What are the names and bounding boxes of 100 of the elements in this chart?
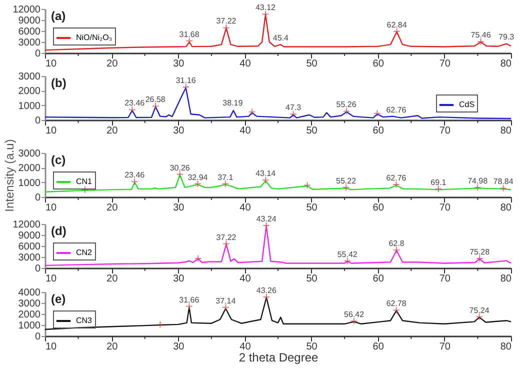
annotation: 30.26 bbox=[170, 163, 190, 172]
y-tick-label: 2000 bbox=[18, 86, 41, 98]
annotation: 23.46 bbox=[124, 98, 146, 108]
y-tick-label: 0 bbox=[34, 332, 41, 342]
annotation: 62.76 bbox=[386, 174, 407, 183]
x-tick-label: 20 bbox=[106, 126, 118, 136]
x-tick-label: 60 bbox=[372, 58, 384, 70]
legend-label: NiO/Ni₂O₃ bbox=[76, 32, 112, 42]
annotation: 23.46 bbox=[124, 170, 146, 180]
y-tick-label: 0 bbox=[34, 116, 41, 126]
annotation: 31.66 bbox=[179, 295, 200, 304]
y-tick-label: 12000 bbox=[12, 220, 41, 230]
y-tick-label: 1000 bbox=[18, 100, 41, 112]
x-tick-label: 30 bbox=[173, 342, 185, 352]
annotation: 55.22 bbox=[336, 176, 357, 186]
annotation: 62.84 bbox=[386, 20, 408, 30]
chart-title: (b) bbox=[51, 76, 66, 90]
x-tick-label: 70 bbox=[439, 342, 451, 352]
x-tick-label: 10 bbox=[46, 58, 58, 70]
x-tick-label: 50 bbox=[306, 342, 318, 352]
annotation: 32.94 bbox=[188, 172, 208, 182]
legend-label: CN3 bbox=[76, 316, 93, 325]
annotation: 56.42 bbox=[344, 310, 365, 320]
x-tick-label: 10 bbox=[46, 126, 58, 136]
x-tick-label: 80 bbox=[500, 58, 512, 70]
annotation: 37.22 bbox=[216, 16, 237, 26]
x-tick-label: 70 bbox=[439, 202, 451, 214]
x-tick-label: 40 bbox=[240, 202, 252, 214]
x-tick-label: 80 bbox=[500, 126, 512, 136]
x-tick-label: 80 bbox=[500, 274, 512, 284]
x-tick-label: 70 bbox=[439, 58, 451, 70]
annotation: 38.19 bbox=[222, 98, 244, 108]
annotation: 75.46 bbox=[470, 30, 492, 40]
annotation: 37.1 bbox=[218, 172, 234, 182]
annotation: 62.8 bbox=[388, 239, 405, 248]
legend-label: CN2 bbox=[76, 248, 93, 257]
x-tick-label: 80 bbox=[500, 342, 512, 352]
x-tick-label: 20 bbox=[106, 202, 118, 214]
x-tick-label: 40 bbox=[240, 342, 252, 352]
annotation: 45.4 bbox=[272, 34, 289, 43]
y-tick-label: 0 bbox=[34, 48, 41, 60]
annotation: 43.12 bbox=[255, 3, 276, 12]
chart-title: (d) bbox=[51, 224, 66, 238]
y-tick-label: 6000 bbox=[18, 242, 41, 252]
x-tick-label: 70 bbox=[439, 126, 451, 136]
annotation: 43.14 bbox=[256, 169, 276, 178]
annotation: 37.14 bbox=[216, 296, 236, 306]
x-tick-label: 30 bbox=[173, 126, 185, 136]
y-tick-label: 9000 bbox=[18, 230, 41, 242]
chart-title: (e) bbox=[51, 292, 66, 306]
x-tick-label: 30 bbox=[173, 58, 185, 70]
x-axis-title: 2 theta Degree bbox=[238, 350, 319, 364]
annotation: 78.84 bbox=[493, 177, 514, 186]
x-tick-label: 30 bbox=[173, 274, 185, 284]
annotation: 47.3 bbox=[286, 103, 302, 112]
y-tick-label: 0 bbox=[34, 192, 41, 204]
y-tick-label: 2000 bbox=[18, 163, 41, 174]
annotation: 75.28 bbox=[470, 247, 490, 256]
x-tick-label: 50 bbox=[306, 126, 318, 136]
x-tick-label: 60 bbox=[372, 202, 384, 214]
x-tick-label: 30 bbox=[173, 202, 185, 214]
annotation: 43.24 bbox=[256, 214, 277, 224]
y-tick-label: 3000 bbox=[18, 298, 41, 310]
x-tick-label: 10 bbox=[46, 274, 58, 284]
x-tick-label: 60 bbox=[372, 126, 384, 136]
legend-label: CN1 bbox=[76, 176, 93, 186]
y-tick-label: 3000 bbox=[18, 38, 41, 48]
line-series bbox=[44, 225, 512, 266]
y-tick-label: 2000 bbox=[18, 310, 41, 320]
x-tick-label: 40 bbox=[240, 274, 252, 284]
x-tick-label: 20 bbox=[106, 274, 118, 284]
chart-title: (a) bbox=[51, 9, 66, 23]
x-tick-label: 20 bbox=[106, 342, 118, 352]
y-tick-label: 6000 bbox=[18, 26, 41, 38]
annotation: 79.3 bbox=[498, 32, 515, 42]
x-tick-label: 70 bbox=[439, 274, 451, 284]
annotation: 62.78 bbox=[386, 299, 407, 308]
annotation: 31.68 bbox=[179, 30, 200, 39]
y-tick-label: 3000 bbox=[18, 72, 41, 82]
annotation: 31.16 bbox=[176, 76, 196, 85]
annotation: 55.42 bbox=[337, 250, 358, 260]
annotation: 55.26 bbox=[336, 100, 357, 110]
x-tick-label: 40 bbox=[240, 126, 252, 136]
y-tick-label: 3000 bbox=[18, 252, 41, 264]
y-tick-label: 3000 bbox=[18, 148, 41, 160]
x-tick-label: 40 bbox=[240, 58, 252, 70]
x-tick-label: 80 bbox=[500, 202, 512, 214]
annotation: 37.22 bbox=[216, 232, 237, 242]
x-tick-label: 60 bbox=[372, 342, 384, 352]
annotation: 74.98 bbox=[468, 176, 488, 186]
y-tick-label: 1000 bbox=[18, 320, 41, 332]
y-tick-label: 9000 bbox=[18, 16, 41, 26]
annotation: 43.26 bbox=[256, 286, 277, 295]
x-tick-label: 50 bbox=[306, 274, 318, 284]
y-tick-label: 1000 bbox=[18, 178, 41, 189]
x-tick-label: 20 bbox=[106, 58, 118, 70]
annotation: 62.76 bbox=[386, 105, 407, 114]
x-tick-label: 50 bbox=[306, 58, 318, 70]
x-tick-label: 50 bbox=[306, 202, 318, 214]
x-tick-label: 10 bbox=[46, 202, 58, 214]
